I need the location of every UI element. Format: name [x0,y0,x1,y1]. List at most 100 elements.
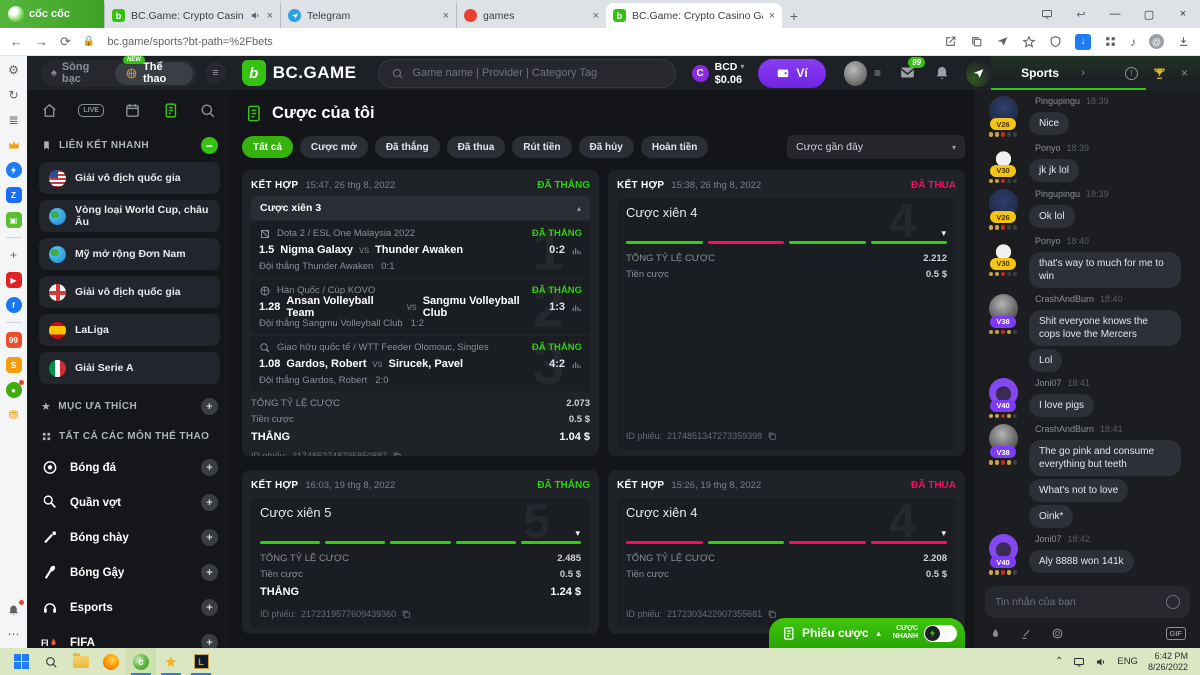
zalo-icon[interactable]: Z [5,187,22,203]
bet-card-combo-lost-collapsed-2[interactable]: KẾT HỢP 15:26, 19 thg 8, 2022 ĐÃ THUA 4 … [608,470,965,634]
chevron-down-icon[interactable]: ▾ [941,228,946,238]
username[interactable]: CrashAndBurn [1035,293,1095,304]
promo-icon[interactable]: S [5,357,22,373]
cart-icon[interactable]: ⛃ [8,408,19,422]
url-text[interactable]: bc.game/sports?bt-path=%2Fbets [107,35,273,48]
send-icon[interactable] [996,35,1009,48]
tab-sports[interactable]: Sports [1021,66,1060,80]
shop99-icon[interactable]: 99 [5,332,22,348]
download-active-icon[interactable]: ↓ [1075,33,1091,50]
filter-open[interactable]: Cược mở [299,136,368,158]
downloads-tray-icon[interactable] [1177,35,1190,48]
chat-message[interactable]: V30 Ponyo 18:40 that's way to much for me… [985,235,1190,288]
tab-history-icon[interactable]: ↩ [1076,8,1086,21]
chat-message[interactable]: V26 Pingupingu 18:39 Ok lol [985,189,1190,230]
tab-close-icon[interactable]: × [266,9,273,22]
copy-icon[interactable] [767,431,777,441]
close-panel-icon[interactable]: × [1180,66,1188,80]
chevron-right-icon[interactable]: › [1081,67,1085,79]
bet-card-combo-lost-collapsed[interactable]: KẾT HỢP 15:38, 26 thg 8, 2022 ĐÃ THUA 4 … [608,170,965,456]
game-search-input[interactable] [412,67,663,79]
close-button[interactable]: × [1179,8,1187,20]
username[interactable]: Joni07 [1035,534,1062,544]
tab-close-icon[interactable]: × [442,9,449,22]
expand-plus-button[interactable]: + [201,529,218,546]
extensions-icon[interactable] [1104,35,1117,48]
quick-link-serie-a[interactable]: Giải Serie A [39,352,220,384]
stats-icon[interactable] [571,359,582,370]
media-icon[interactable]: ♪ [1130,34,1136,49]
chat-message-input[interactable] [995,596,1158,608]
currency-selector[interactable]: C BCD ▾ $0.06 [691,61,744,86]
quick-link-national-championship-us[interactable]: Giải vô địch quốc gia [39,162,220,194]
collapse-minus-button[interactable]: − [201,137,218,154]
coccoc-taskbar-icon[interactable]: c [126,648,156,675]
chevron-up-icon[interactable]: ▴ [576,203,581,213]
sports-toggle-active[interactable]: NEW Thể thao [115,55,194,85]
user-menu-icon[interactable]: ≡ [873,66,881,80]
bet-leg[interactable]: 2 Hàn Quốc / Cúp KOVO ĐÃ THẮNG 1.28 Ansa… [251,279,590,334]
wallet-button[interactable]: Ví [758,58,826,88]
coin-drop-icon[interactable] [1051,627,1064,640]
username[interactable]: Ponyo [1035,142,1061,153]
tab-close-icon[interactable]: × [768,9,775,22]
emoji-icon[interactable] [1166,595,1180,609]
chat-message[interactable]: V40 Joni07 18:42 Aly 8888 won 141k [985,534,1190,575]
tray-expand-icon[interactable]: ⌃ [1054,656,1064,667]
quick-link-us-open-singles[interactable]: Mỹ mở rộng Đơn Nam [39,238,220,270]
filter-cashout[interactable]: Rút tiền [512,136,572,158]
firefox-icon[interactable] [96,648,126,675]
user-avatar[interactable] [843,60,867,86]
chat-message[interactable]: V26 Pingupingu 18:39 Nice [985,96,1190,137]
expand-plus-button[interactable]: + [201,599,218,616]
bet-title-bar[interactable]: Cược xiên 3 ▴ [251,196,590,220]
sports-ball-icon[interactable]: ● [5,380,24,398]
copy-icon[interactable] [401,609,411,619]
chat-input-box[interactable] [985,586,1190,618]
bet-card-combo-won-expanded[interactable]: KẾT HỢP 15:47, 26 thg 8, 2022 ĐÃ THẮNG C… [242,170,599,456]
filter-lost[interactable]: Đã thua [446,136,506,158]
browser-tab-games[interactable]: games × [456,3,606,28]
username[interactable]: Ponyo [1035,235,1061,246]
tab-close-icon[interactable]: × [592,9,599,22]
bcgame-logo[interactable]: b BC.GAME [241,60,357,86]
sidebar-item-esports[interactable]: Esports + [39,590,220,625]
language-indicator[interactable]: ENG [1117,656,1138,667]
bet-slip-floating-button[interactable]: Phiếu cược ▲ CƯỢC NHANH [769,618,965,648]
copy-icon[interactable] [392,451,402,457]
games-icon[interactable]: ▣ [5,212,22,228]
expand-plus-button[interactable]: + [201,494,218,511]
youtube-icon[interactable]: ▶ [5,272,22,288]
expand-plus-button[interactable]: + [201,634,218,648]
casino-toggle[interactable]: ♠ Sòng bạc [51,61,115,85]
sidebar-item-cricket[interactable]: Bóng Gậy + [39,555,220,590]
trophy-icon[interactable] [1152,66,1167,81]
username[interactable]: Joni07 [1035,377,1062,388]
calendar-icon[interactable] [124,102,141,119]
chat-message[interactable]: V40 Joni07 18:41 I love pigs [985,377,1190,418]
tab-search-icon[interactable] [1030,8,1064,20]
casino-sports-toggle[interactable]: ♠ Sòng bạc NEW Thể thao [41,55,198,87]
share-icon[interactable] [944,35,957,48]
browser-tab-bcgame-1[interactable]: b BC.Game: Crypto Casino × [104,3,280,28]
filter-all[interactable]: Tất cả [242,136,293,158]
quick-bet-toggle[interactable] [924,624,957,642]
reload-button[interactable]: ⟳ [60,33,71,49]
notifications-button[interactable] [934,64,950,82]
home-icon[interactable] [41,102,58,119]
bet-leg[interactable]: 1 Dota 2 / ESL One Malaysia 2022 ĐÃ THẮN… [251,222,590,277]
start-button[interactable] [6,648,36,675]
taskbar-search-icon[interactable] [36,648,66,675]
my-bets-icon-active[interactable] [162,102,179,119]
username[interactable]: Pingupingu [1035,189,1081,199]
stats-icon[interactable] [571,302,582,313]
live-icon[interactable]: LIVE [78,104,104,117]
news-icon[interactable]: ≣ [8,113,19,127]
game-search[interactable] [378,58,676,88]
facebook-icon[interactable]: f [5,297,22,313]
bet-card-combo-won-collapsed[interactable]: KẾT HỢP 16:03, 19 thg 8, 2022 ĐÃ THẮNG 5… [242,470,599,634]
maximize-button[interactable]: ▢ [1143,8,1155,21]
star-app-icon[interactable]: ★ [156,648,186,675]
sidebar-item-tennis[interactable]: Quần vợt + [39,485,220,520]
sidebar-item-fifa[interactable]: FI FIFA + [39,625,220,648]
